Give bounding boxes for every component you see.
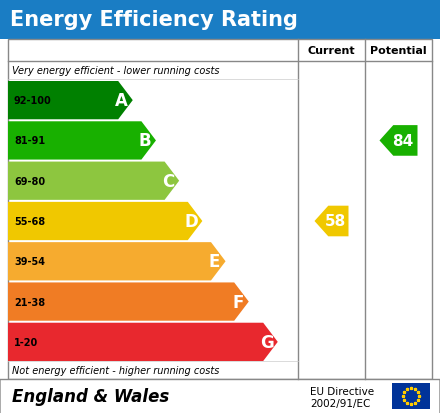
Text: Current: Current (308, 46, 356, 56)
Text: C: C (162, 172, 174, 190)
Text: D: D (184, 212, 198, 230)
Text: Energy Efficiency Rating: Energy Efficiency Rating (10, 10, 298, 30)
Text: 92-100: 92-100 (14, 96, 52, 106)
Text: B: B (139, 132, 151, 150)
Text: E: E (209, 253, 220, 271)
Polygon shape (379, 126, 418, 157)
Text: 1-20: 1-20 (14, 337, 38, 347)
Text: England & Wales: England & Wales (12, 387, 169, 405)
Text: A: A (115, 92, 128, 110)
Bar (0, 379, 440, 413)
Bar (0, 0, 440, 40)
Text: Very energy efficient - lower running costs: Very energy efficient - lower running co… (12, 66, 220, 76)
Polygon shape (8, 242, 226, 281)
Text: 2002/91/EC: 2002/91/EC (310, 398, 370, 408)
Text: F: F (232, 293, 243, 311)
Polygon shape (8, 82, 133, 120)
Text: EU Directive: EU Directive (310, 386, 374, 396)
Polygon shape (315, 206, 348, 237)
Polygon shape (8, 202, 202, 240)
Polygon shape (8, 283, 249, 321)
Polygon shape (8, 122, 156, 160)
Polygon shape (8, 162, 179, 200)
Text: 58: 58 (325, 214, 346, 229)
Polygon shape (8, 323, 278, 361)
Text: 81-91: 81-91 (14, 136, 45, 146)
Bar (392, 383, 430, 409)
Text: 84: 84 (392, 133, 413, 149)
Text: 69-80: 69-80 (14, 176, 45, 186)
Text: Not energy efficient - higher running costs: Not energy efficient - higher running co… (12, 365, 220, 375)
Text: 39-54: 39-54 (14, 256, 45, 267)
Text: Potential: Potential (370, 46, 427, 56)
Text: 55-68: 55-68 (14, 216, 45, 226)
Text: G: G (260, 333, 274, 351)
Bar (8, 40, 432, 379)
Text: 21-38: 21-38 (14, 297, 45, 307)
